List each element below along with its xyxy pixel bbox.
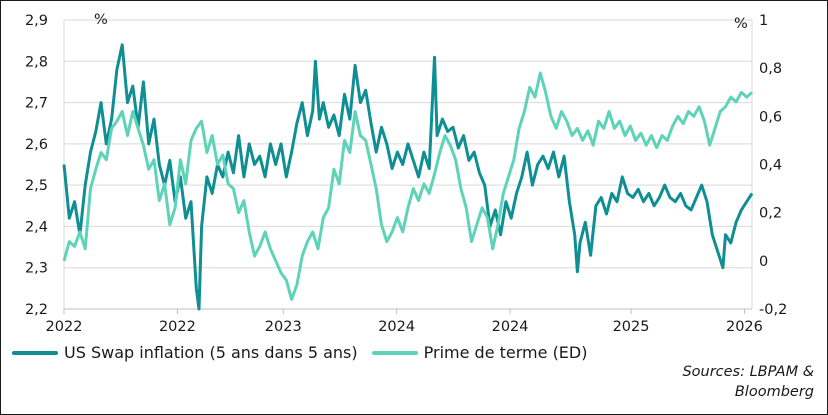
x-tick-label: 2023 — [265, 319, 302, 335]
legend: US Swap inflation (5 ans dans 5 ans) Pri… — [12, 343, 601, 362]
legend-item-swap: US Swap inflation (5 ans dans 5 ans) — [12, 343, 358, 362]
x-axis: 2022 2022 2023 2024 2024 2025 2026 — [46, 309, 763, 335]
legend-swatch-swap — [12, 350, 58, 355]
y-left-tick-label: 2,9 — [25, 13, 48, 29]
y-left-tick-label: 2,3 — [25, 261, 48, 277]
x-tick-label: 2026 — [726, 319, 763, 335]
x-tick-label: 2024 — [492, 319, 529, 335]
y-right-tick-label: 0 — [759, 254, 768, 270]
y-left-tick-label: 2,5 — [25, 178, 48, 194]
gridlines — [63, 19, 753, 310]
source-line-1: Sources: LBPAM & — [682, 364, 814, 380]
y-left-tick-label: 2,8 — [25, 54, 48, 70]
x-tick-label: 2024 — [378, 319, 415, 335]
x-tick-label: 2025 — [613, 319, 650, 335]
y-axis-right: -0,2 0 0,2 0,4 0,6 0,8 1 — [759, 13, 787, 318]
y-right-tick-label: 0,4 — [759, 158, 782, 174]
y-right-tick-label: 0,2 — [759, 206, 782, 222]
legend-label-swap: US Swap inflation (5 ans dans 5 ans) — [64, 343, 358, 362]
y-left-tick-label: 2,6 — [25, 137, 48, 153]
legend-label-term-premium: Prime de terme (ED) — [423, 343, 588, 362]
y-right-tick-label: 1 — [759, 13, 768, 29]
y-left-tick-label: 2,7 — [25, 96, 48, 112]
y-axis-left-unit: % — [94, 12, 108, 28]
x-tick-label: 2022 — [46, 319, 83, 335]
y-axis-left: 2,2 2,3 2,4 2,5 2,6 2,7 2,8 2,9 — [25, 13, 48, 318]
y-left-tick-label: 2,4 — [25, 219, 48, 235]
y-right-tick-label: 0,8 — [759, 61, 782, 77]
source-line-2: Bloomberg — [734, 384, 814, 400]
y-right-tick-label: -0,2 — [759, 302, 787, 318]
y-left-tick-label: 2,2 — [25, 302, 48, 318]
source-note: Sources: LBPAM & Bloomberg — [614, 362, 814, 402]
legend-swatch-term-premium — [371, 350, 418, 355]
y-right-tick-label: 0,6 — [759, 109, 782, 125]
x-tick-label: 2022 — [159, 319, 196, 335]
legend-item-term-premium: Prime de terme (ED) — [371, 343, 588, 362]
y-axis-right-unit: % — [734, 16, 748, 32]
series-line-term-premium — [62, 71, 754, 301]
series-group — [62, 43, 754, 311]
series-line-swap — [62, 43, 754, 311]
